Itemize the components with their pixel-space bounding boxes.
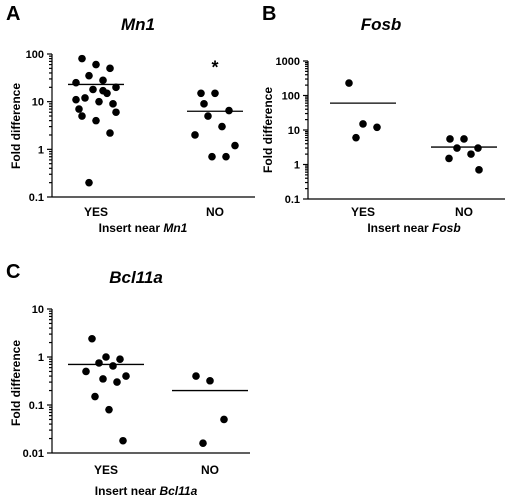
panel-a-data-point	[218, 122, 226, 131]
panel-a-data-point	[222, 152, 230, 161]
panel-b-title: Fosb	[361, 15, 402, 34]
panel-c-data-point	[192, 372, 200, 380]
panel-c-y-axis-title: Fold difference	[9, 340, 23, 426]
panel-a-category-label-yes: YES	[84, 205, 108, 219]
panel-a-data-point	[72, 95, 80, 104]
panel-c-data-point	[116, 355, 124, 363]
panel-a-plot: 0.1 1 10 100 YES NO *	[26, 49, 255, 219]
panel-letter-a: A	[6, 3, 20, 25]
panel-c-data-point	[99, 375, 107, 383]
panel-a-data-point	[95, 97, 103, 106]
panel-b-plot: 0.1 1 10 100 1000 YES NO	[276, 56, 505, 219]
panel-a-data-point	[75, 105, 83, 113]
panel-a-y-tick-label: 0.1	[29, 192, 44, 204]
panel-b-category-label-no: NO	[455, 205, 473, 219]
panel-a-data-point	[106, 64, 114, 73]
panel-c-data-point	[105, 405, 113, 414]
panel-a-category-label-no: NO	[206, 205, 224, 219]
panel-a-data-point	[81, 94, 89, 102]
panel-a-data-point	[208, 152, 216, 161]
panel-a-significance-annotation: *	[211, 57, 218, 77]
panel-b-data-point	[359, 120, 367, 128]
panel-a-data-point	[78, 54, 86, 63]
panel-c-plot: 0.01 0.1 1 10 YES NO	[23, 304, 250, 477]
panel-c-data-point	[95, 359, 103, 367]
panel-b-y-axis-title: Fold difference	[261, 87, 275, 173]
panel-b-data-point	[352, 133, 360, 142]
panel-c-data-point	[109, 362, 117, 370]
panel-b-y-tick-label: 0.1	[285, 194, 300, 206]
panel-c-category-label-no: NO	[201, 463, 219, 477]
panel-c-title: Bcl11a	[109, 268, 163, 287]
panel-b-data-point	[345, 79, 353, 87]
panel-a-data-point	[231, 141, 239, 150]
panel-c-data-point	[102, 353, 110, 361]
panel-c-data-point	[119, 436, 127, 445]
panel-a-data-point	[106, 129, 114, 137]
panel-b-data-point	[475, 166, 483, 174]
panel-a-data-point	[78, 112, 86, 120]
panel-b-y-tick-label: 1000	[276, 56, 300, 68]
panel-c-data-point	[122, 372, 130, 380]
panel-b-data-point	[467, 150, 475, 158]
panel-b-x-axis-title: Insert near Fosb	[367, 221, 460, 235]
panel-b-data-point	[446, 135, 454, 143]
panel-a-data-point	[92, 60, 100, 69]
panel-a-data-point	[85, 178, 93, 187]
panel-b-y-tick-label: 1	[294, 160, 300, 172]
panel-a-y-tick-label: 10	[32, 97, 44, 109]
panel-a-data-point	[112, 83, 120, 92]
panel-a-data-point	[204, 112, 212, 120]
panel-b-y-tick-label: 10	[288, 125, 300, 137]
panel-a-data-point	[112, 108, 120, 117]
panel-b: B Fosb Fold difference 0.1 1 10 100 1000 YES N…	[261, 3, 505, 235]
panel-b-data-point	[453, 144, 461, 152]
panel-c-data-point	[82, 367, 90, 376]
panel-b-data-point	[373, 123, 381, 132]
panel-c-data-point	[88, 334, 96, 343]
panel-c-y-tick-label: 1	[38, 352, 44, 364]
panel-a-x-axis-title: Insert near Mn1	[99, 221, 188, 235]
panel-a-data-point	[200, 100, 208, 108]
panel-c-y-tick-label: 10	[32, 304, 44, 316]
panel-a-data-point	[99, 76, 107, 85]
panel-c-data-point	[206, 376, 214, 385]
panel-c-x-axis-title: Insert near Bcl11a	[95, 484, 198, 498]
panel-b-y-tick-label: 100	[282, 91, 300, 103]
panel-a-data-point	[211, 89, 219, 98]
panel-a-data-point	[92, 116, 100, 125]
panel-a-y-tick-label: 1	[38, 144, 44, 156]
panel-a-data-point	[109, 100, 117, 108]
panel-b-category-label-yes: YES	[351, 205, 375, 219]
panel-c-data-point	[220, 415, 228, 424]
panel-c-category-label-yes: YES	[94, 463, 118, 477]
panel-a-data-point	[72, 78, 80, 87]
panel-b-data-point	[474, 144, 482, 152]
panel-a-data-point	[225, 106, 233, 115]
panel-a-y-tick-label: 100	[26, 49, 44, 61]
panel-c-data-point	[199, 439, 207, 448]
panel-b-data-point	[445, 154, 453, 163]
panel-a-title: Mn1	[121, 15, 155, 34]
panel-a-y-axis-title: Fold difference	[9, 83, 23, 169]
panel-a-data-point	[85, 71, 93, 80]
panel-letter-b: B	[262, 3, 276, 25]
panel-a-data-point	[89, 85, 97, 94]
panel-c-data-point	[91, 392, 99, 401]
panel-a: A Mn1 Fold difference 0.1 1 10 100 YES NO * In…	[6, 3, 255, 235]
panel-a-data-point	[197, 89, 205, 98]
panel-letter-c: C	[6, 261, 20, 283]
panel-c-data-point	[113, 378, 121, 386]
panel-a-data-point	[191, 131, 199, 139]
panel-c-y-tick-label: 0.1	[29, 400, 44, 412]
panel-c-y-tick-label: 0.01	[23, 448, 44, 460]
panel-b-data-point	[460, 135, 468, 143]
panel-c: C Bcl11a Fold difference 0.01 0.1 1 10 YES NO…	[6, 261, 250, 498]
panel-a-data-point	[99, 86, 107, 95]
